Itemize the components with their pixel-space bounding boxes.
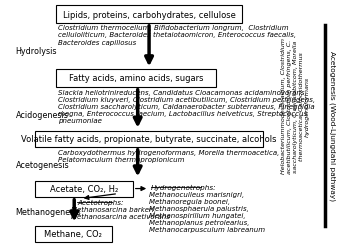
FancyBboxPatch shape bbox=[56, 6, 242, 24]
FancyBboxPatch shape bbox=[35, 226, 112, 242]
Text: Hydrogenotrophs:: Hydrogenotrophs: bbox=[151, 184, 216, 191]
Text: Clostridium thermocellum, Bifidobacterium longrum,  Clostridium
celluloliticum, : Clostridium thermocellum, Bifidobacteriu… bbox=[58, 25, 296, 45]
Text: Acetogenesis: Acetogenesis bbox=[16, 160, 69, 169]
Text: Helobacteriummodesticaldum, Clostridium
acetibutilicum, Clostridium perfringens,: Helobacteriummodesticaldum, Clostridium … bbox=[281, 38, 310, 174]
Text: Methanoculleus marisnigri,
Methanoregula boonei,
Methanosphaerula palustris,
Met: Methanoculleus marisnigri, Methanoregula… bbox=[149, 191, 265, 232]
FancyBboxPatch shape bbox=[35, 181, 133, 197]
Text: Volatile fatty acids, propionate, butyrate, succinate, alcohols: Volatile fatty acids, propionate, butyra… bbox=[21, 135, 277, 144]
Text: Methanosarcina barkeri,
Methanosarcina acetivorans: Methanosarcina barkeri, Methanosarcina a… bbox=[71, 206, 170, 219]
Text: Methanogenesis: Methanogenesis bbox=[16, 207, 81, 216]
Text: Methane, CO₂: Methane, CO₂ bbox=[44, 229, 102, 238]
Text: Lipids, proteins, carbohydrates, cellulose: Lipids, proteins, carbohydrates, cellulo… bbox=[63, 11, 236, 20]
Text: Slackia heliotrinireducens, Candidatus Cloacamonas acidaminovorans,
Clostridium : Slackia heliotrinireducens, Candidatus C… bbox=[58, 89, 315, 123]
Text: Fatty acids, amino acids, sugars: Fatty acids, amino acids, sugars bbox=[69, 74, 203, 83]
Text: Hydrolysis: Hydrolysis bbox=[16, 47, 57, 56]
FancyBboxPatch shape bbox=[56, 70, 216, 87]
Text: Carboxydothermus hydrogenoformans, Morella thermoacetica,
Pelatomaculum thermopr: Carboxydothermus hydrogenoformans, Morel… bbox=[58, 149, 279, 162]
Text: Acidogenesis: Acidogenesis bbox=[16, 110, 68, 119]
Text: Acetotrophs:: Acetotrophs: bbox=[77, 200, 124, 206]
Text: Acetate, CO₂, H₂: Acetate, CO₂, H₂ bbox=[50, 184, 118, 194]
Text: Acetogenesis (Wood-Ljungdahl pathway): Acetogenesis (Wood-Ljungdahl pathway) bbox=[329, 51, 335, 201]
FancyBboxPatch shape bbox=[35, 131, 263, 147]
